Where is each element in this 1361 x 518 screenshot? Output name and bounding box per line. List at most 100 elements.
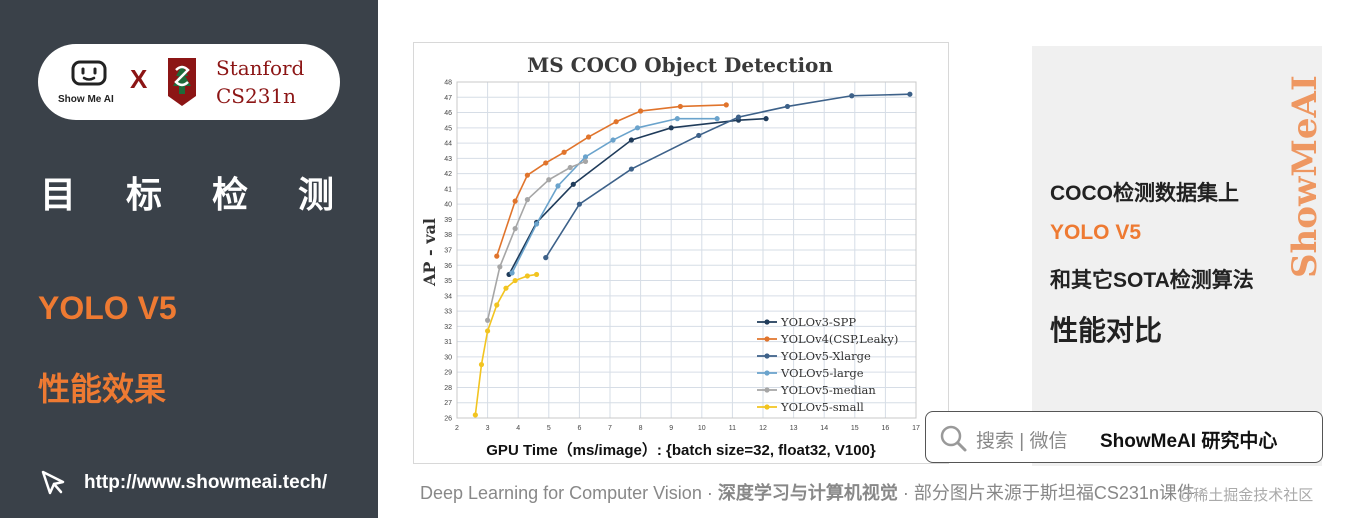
y-tick-label: 37 xyxy=(444,248,452,255)
times-sign: X xyxy=(130,64,148,94)
y-tick-label: 45 xyxy=(444,125,452,132)
legend-marker xyxy=(764,353,770,359)
series-yolov4-csp-leaky- xyxy=(494,102,729,259)
legend-label: YOLOv4(CSP,Leaky) xyxy=(780,332,898,346)
y-tick-label: 46 xyxy=(444,110,452,117)
y-tick-label: 33 xyxy=(444,309,452,316)
legend-marker xyxy=(764,370,770,376)
series-line xyxy=(496,104,727,257)
data-point xyxy=(723,102,729,108)
series-line xyxy=(511,117,718,274)
series-line xyxy=(508,117,767,275)
data-point xyxy=(576,201,582,207)
y-tick-label: 26 xyxy=(444,416,452,423)
data-point xyxy=(561,149,567,155)
data-point xyxy=(512,277,518,284)
y-tick-label: 35 xyxy=(444,278,452,285)
plot-area xyxy=(456,81,917,419)
y-tick-label: 38 xyxy=(444,232,452,239)
data-point xyxy=(784,103,791,110)
data-point xyxy=(485,317,491,323)
series-volov5-large xyxy=(509,116,720,276)
data-point xyxy=(613,119,619,125)
data-point xyxy=(546,177,552,183)
data-point xyxy=(638,108,644,114)
y-tick-label: 41 xyxy=(444,186,452,193)
data-point xyxy=(524,172,530,178)
cursor-icon xyxy=(41,470,65,495)
y-tick-label: 40 xyxy=(444,202,452,209)
stanford-logo-icon xyxy=(168,58,196,106)
watermark: ShowMeAI xyxy=(1286,75,1325,278)
desc-line-3: 和其它SOTA检测算法 xyxy=(1050,269,1254,292)
y-tick-label: 42 xyxy=(444,171,452,178)
x-tick-label: 16 xyxy=(882,425,890,432)
y-tick-label: 34 xyxy=(444,293,452,300)
data-point xyxy=(582,158,589,165)
data-point xyxy=(512,226,518,232)
left-panel: Show Me AI X Stanford CS231n 目标检测 YOLO V… xyxy=(0,0,378,518)
site-link[interactable]: http://www.showmeai.tech/ xyxy=(84,472,328,493)
x-tick-label: 17 xyxy=(912,425,920,432)
y-tick-label: 43 xyxy=(444,156,452,163)
data-point xyxy=(472,412,478,418)
data-point xyxy=(763,116,769,122)
topic-title: 目标检测 xyxy=(40,174,385,215)
data-point xyxy=(849,93,855,99)
data-point xyxy=(610,137,616,143)
x-tick-label: 12 xyxy=(759,425,767,432)
data-point xyxy=(668,125,674,131)
robot-icon xyxy=(71,60,107,86)
university-name: Stanford xyxy=(216,56,305,80)
x-tick-label: 8 xyxy=(639,425,643,432)
footer-credit: @稀土掘金技术社区 xyxy=(1178,487,1314,504)
data-point xyxy=(696,132,702,139)
chart-legend: YOLOv3-SPP YOLOv4(CSP,Leaky) YOLOv5-Xlarge… xyxy=(757,315,898,414)
y-tick-label: 47 xyxy=(444,95,452,102)
data-point xyxy=(524,197,530,203)
data-point xyxy=(494,253,500,259)
legend-marker xyxy=(764,404,770,410)
footer-source: 部分图片来源于斯坦福CS231n课件 xyxy=(913,483,1195,503)
x-tick-label: 14 xyxy=(820,425,828,432)
data-point xyxy=(907,91,913,97)
footer-course-en: Deep Learning for Computer Vision xyxy=(420,483,702,503)
y-tick-label: 29 xyxy=(444,370,452,377)
legend-marker xyxy=(764,319,770,325)
y-tick-label: 27 xyxy=(444,400,452,407)
y-tick-label: 30 xyxy=(444,354,452,361)
brand-name: Show Me AI xyxy=(58,94,114,105)
data-point xyxy=(634,125,641,131)
legend-label: YOLOv3-SPP xyxy=(780,315,856,329)
legend-label: YOLOv5-median xyxy=(780,383,876,397)
y-tick-label: 28 xyxy=(444,385,452,392)
x-tick-label: 13 xyxy=(790,425,798,432)
footer-sep-1: · xyxy=(706,483,713,503)
x-tick-label: 6 xyxy=(577,425,581,432)
footer: Deep Learning for Computer Vision · 深度学习… xyxy=(420,479,1195,505)
x-tick-label: 7 xyxy=(608,425,612,432)
data-point xyxy=(524,273,530,279)
x-tick-label: 9 xyxy=(669,425,673,432)
data-point xyxy=(543,255,549,261)
data-point xyxy=(478,361,485,368)
series-yolov3-spp xyxy=(506,116,769,278)
x-tick-label: 3 xyxy=(486,425,490,432)
subtitle-desc: 性能效果 xyxy=(38,371,167,407)
data-point xyxy=(570,181,576,187)
right-panel xyxy=(1032,46,1322,466)
data-point xyxy=(677,103,683,110)
series-line xyxy=(545,93,910,259)
search-box[interactable]: 搜索 | 微信 ShowMeAI 研究中心 xyxy=(925,411,1323,463)
search-placeholder: 搜索 | 微信 xyxy=(976,431,1068,452)
data-point xyxy=(497,264,503,270)
data-point xyxy=(555,183,561,189)
series-yolov5-xlarge xyxy=(543,91,913,261)
legend-marker xyxy=(764,387,770,393)
legend-marker xyxy=(764,336,770,342)
subtitle-model: YOLO V5 xyxy=(38,290,177,326)
chart-ylabel: AP - val xyxy=(420,218,439,287)
data-point xyxy=(582,154,589,160)
data-point xyxy=(567,164,573,171)
legend-label: YOLOv5-Xlarge xyxy=(780,349,871,363)
